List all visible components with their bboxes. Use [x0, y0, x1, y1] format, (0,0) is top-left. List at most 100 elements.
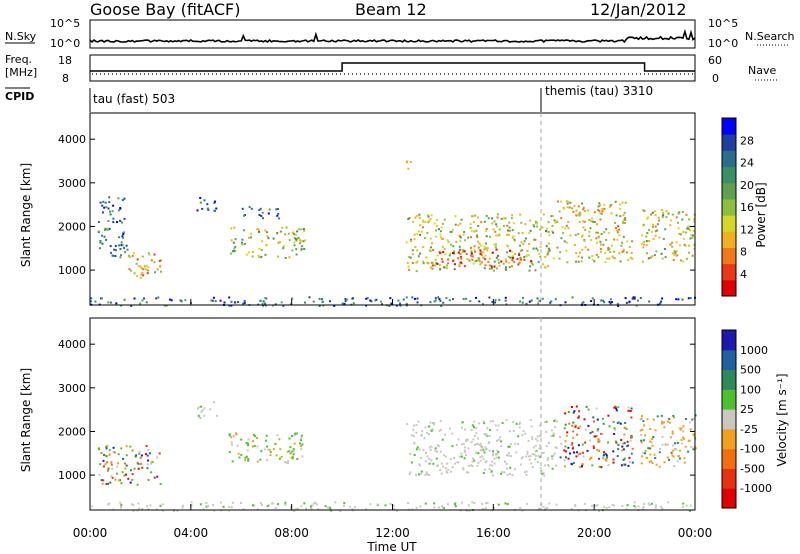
data-cell — [592, 416, 595, 419]
data-cell — [354, 506, 356, 509]
data-cell — [497, 258, 500, 261]
data-cell — [140, 454, 143, 457]
data-cell — [220, 501, 222, 504]
data-cell — [483, 248, 486, 251]
data-cell — [429, 266, 432, 269]
data-cell — [652, 226, 654, 228]
data-cell — [125, 244, 128, 247]
data-cell — [470, 254, 473, 257]
data-cell — [263, 448, 266, 451]
data-cell — [621, 201, 624, 204]
data-cell — [247, 251, 250, 254]
data-cell — [668, 421, 671, 424]
data-cell — [580, 235, 583, 238]
data-cell — [436, 464, 439, 467]
data-cell — [158, 260, 161, 262]
data-cell — [577, 213, 580, 216]
data-cell — [146, 269, 149, 272]
data-cell — [291, 450, 294, 453]
data-cell — [513, 238, 516, 241]
data-cell — [462, 467, 465, 470]
data-cell — [529, 419, 532, 421]
data-cell — [536, 460, 539, 463]
data-cell — [519, 507, 522, 509]
data-cell — [492, 228, 495, 231]
data-cell — [144, 268, 147, 271]
data-cell — [445, 264, 448, 267]
data-cell — [687, 297, 690, 300]
data-cell — [460, 426, 463, 429]
data-cell — [520, 241, 523, 244]
data-cell — [687, 450, 690, 453]
data-cell — [501, 471, 504, 473]
data-cell — [555, 420, 558, 423]
data-cell — [512, 235, 515, 238]
data-cell — [591, 464, 594, 467]
data-cell — [412, 435, 415, 438]
data-cell — [661, 257, 664, 260]
data-cell — [595, 407, 598, 410]
data-cell — [441, 438, 444, 441]
data-cell — [300, 445, 303, 448]
data-cell — [627, 258, 630, 261]
data-cell — [689, 428, 692, 431]
data-cell — [482, 420, 485, 423]
data-cell — [567, 446, 570, 449]
data-cell — [546, 458, 549, 461]
data-cell — [436, 225, 438, 227]
data-cell — [466, 258, 469, 261]
data-cell — [519, 259, 522, 262]
data-cell — [489, 464, 492, 467]
data-cell — [102, 459, 105, 462]
data-cell — [228, 434, 231, 437]
ytick-label: 1000 — [58, 264, 86, 277]
data-cell — [440, 237, 443, 240]
data-cell — [233, 226, 236, 229]
data-cell — [601, 210, 604, 213]
data-cell — [213, 401, 215, 404]
data-cell — [470, 246, 472, 249]
data-cell — [463, 449, 466, 452]
data-cell — [641, 242, 644, 245]
data-cell — [498, 264, 501, 267]
data-cell — [196, 209, 199, 212]
data-cell — [137, 467, 140, 470]
data-cell — [241, 243, 244, 246]
data-cell — [685, 418, 687, 420]
data-cell — [642, 505, 645, 508]
data-cell — [581, 465, 583, 468]
data-cell — [485, 235, 488, 238]
data-cell — [474, 443, 477, 446]
data-cell — [576, 451, 578, 454]
data-cell — [630, 452, 633, 455]
data-cell — [511, 259, 514, 262]
data-cell — [460, 443, 463, 446]
data-cell — [312, 300, 315, 303]
data-cell — [507, 229, 510, 232]
data-cell — [442, 465, 445, 468]
data-cell — [583, 239, 586, 242]
data-cell — [650, 460, 653, 463]
ytick-label: 1000 — [58, 469, 86, 482]
data-cell — [259, 207, 262, 210]
data-cell — [682, 260, 685, 263]
data-cell — [433, 506, 436, 509]
data-cell — [209, 408, 212, 411]
data-cell — [493, 506, 496, 509]
data-cell — [439, 420, 442, 423]
data-cell — [604, 252, 607, 255]
data-cell — [642, 243, 645, 246]
data-cell — [125, 473, 127, 476]
data-cell — [684, 244, 687, 247]
data-cell — [590, 505, 593, 508]
data-cell — [564, 440, 567, 443]
data-cell — [101, 211, 104, 214]
data-cell — [579, 466, 582, 469]
data-cell — [613, 433, 616, 435]
data-cell — [495, 248, 498, 251]
data-cell — [519, 244, 522, 247]
data-cell — [291, 457, 294, 460]
data-cell — [565, 241, 568, 244]
data-cell — [139, 456, 142, 459]
